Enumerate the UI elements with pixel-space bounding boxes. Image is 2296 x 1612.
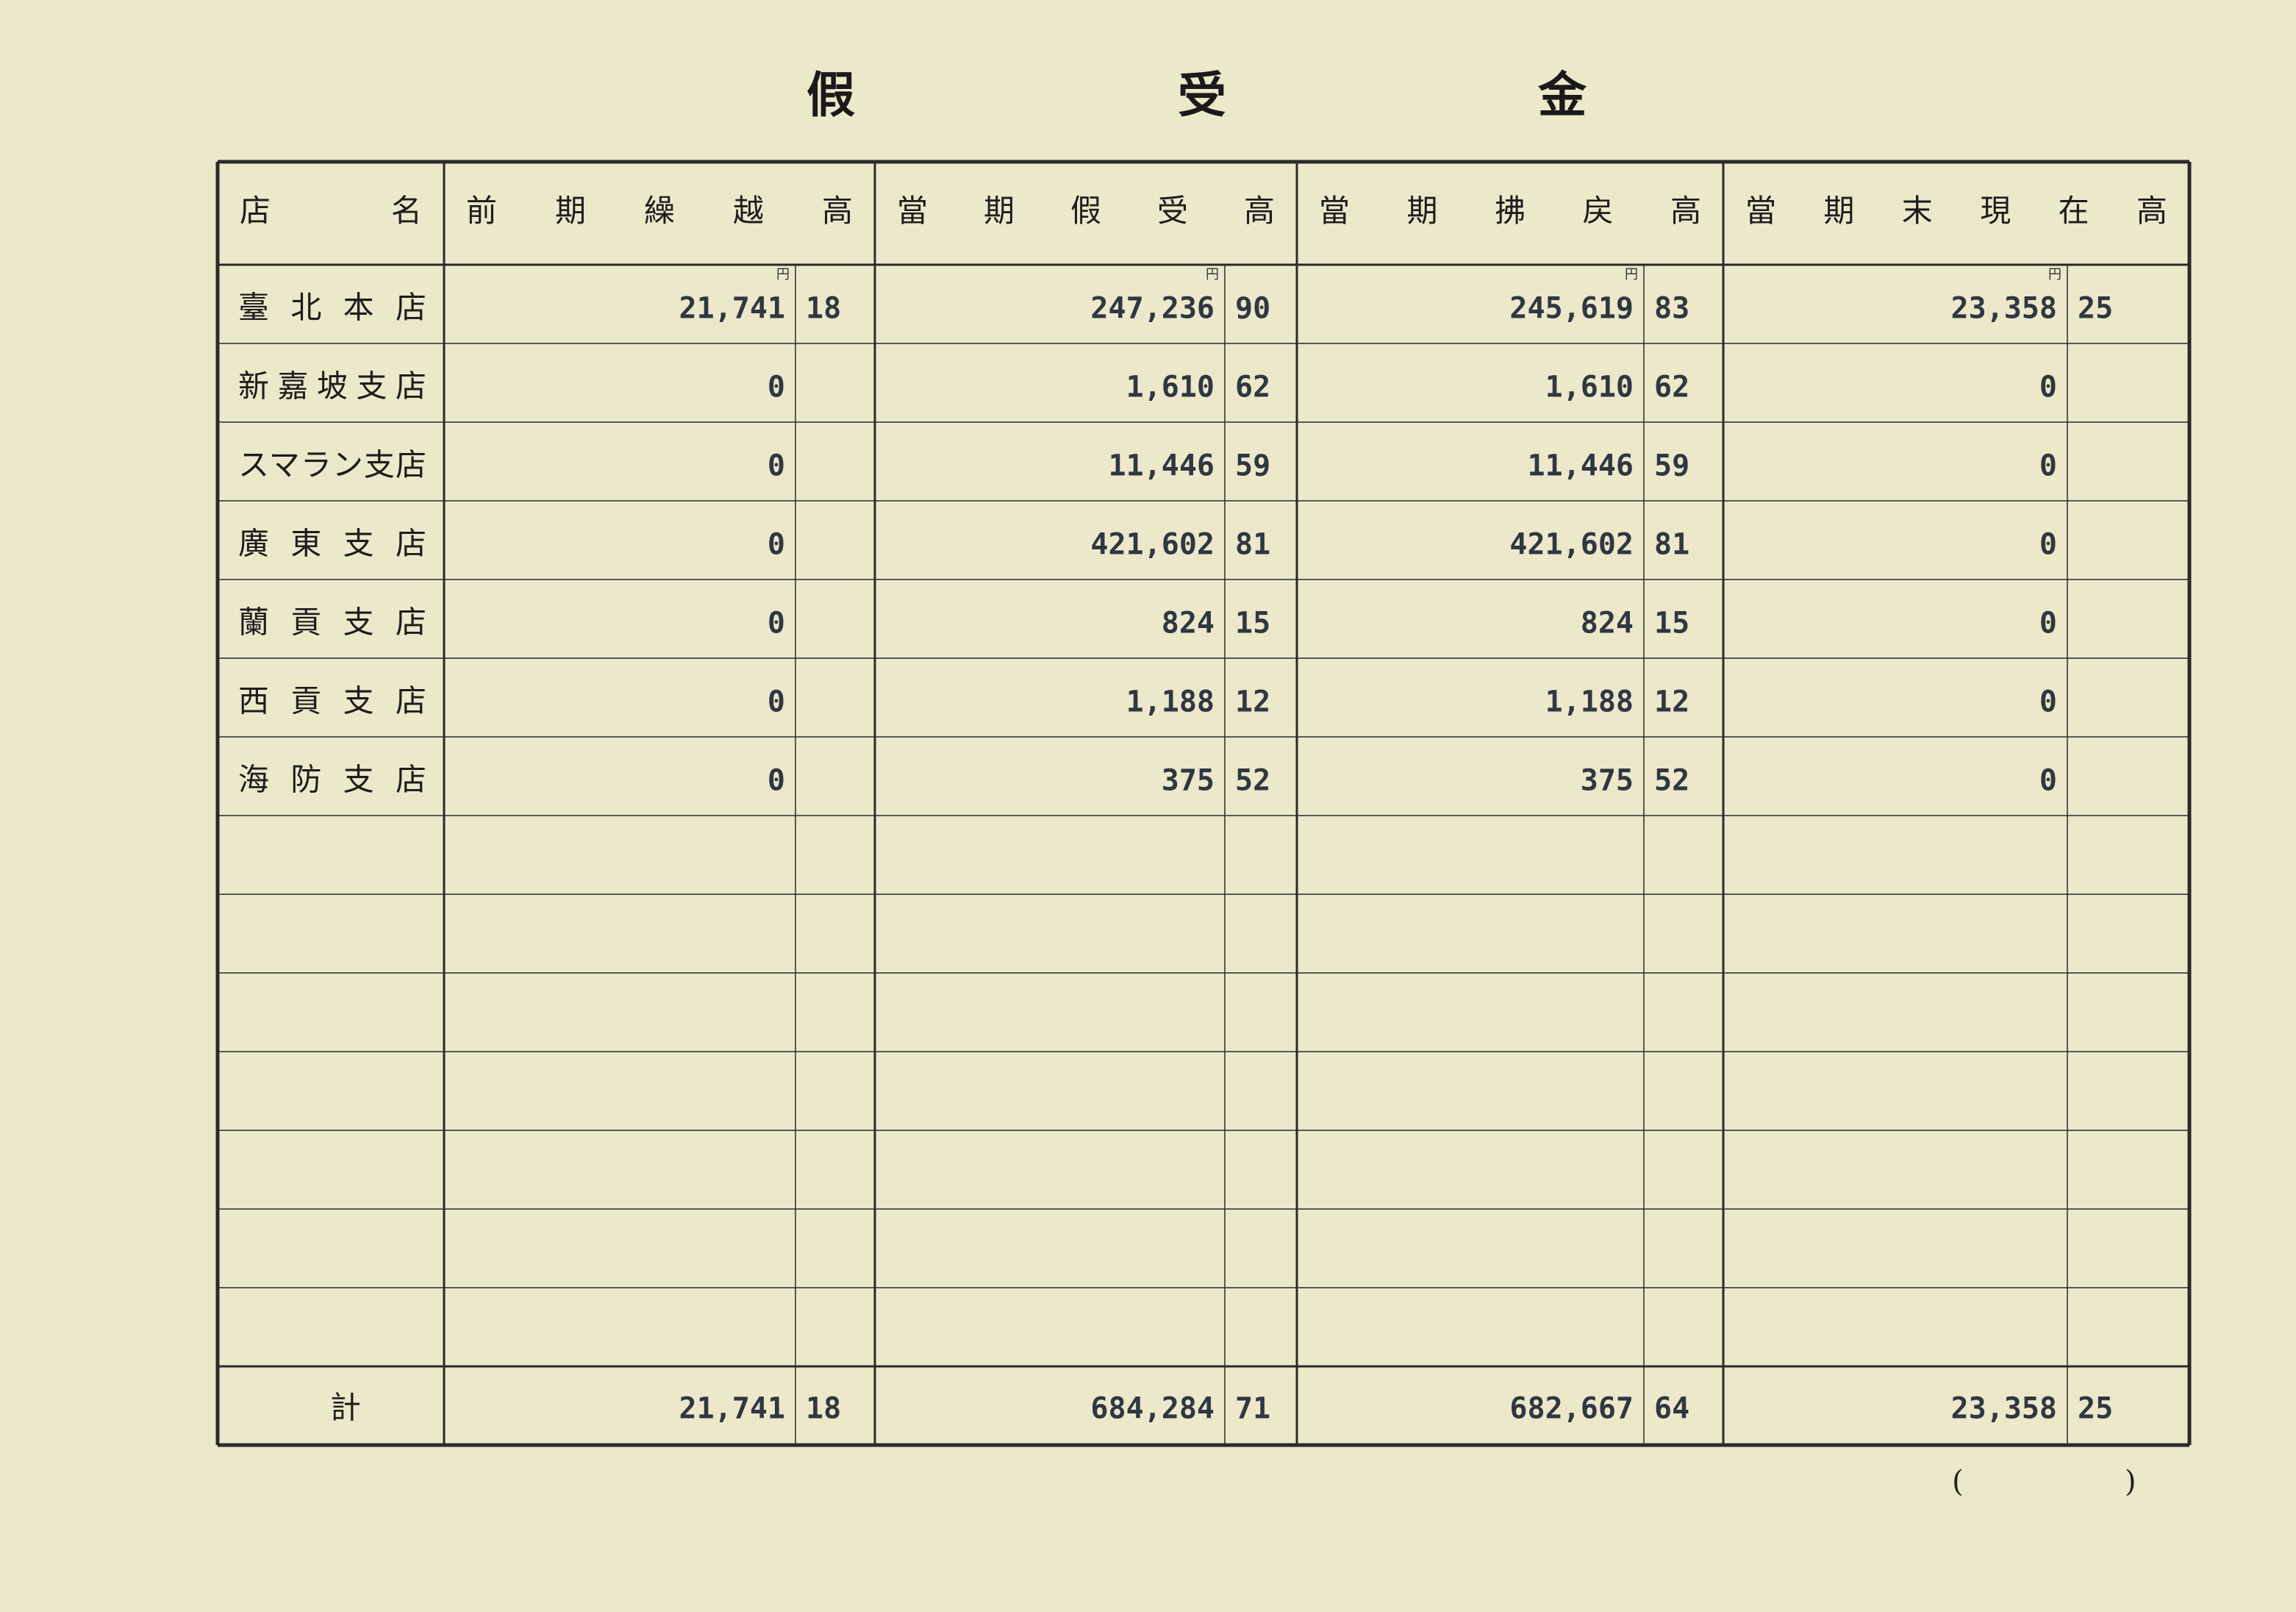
amount-yen: 1,610: [1545, 371, 1634, 404]
footer-paren: ): [2125, 1465, 2136, 1499]
amount-yen: 0: [768, 607, 785, 641]
column-header: 當期假受高: [897, 193, 1275, 229]
amount-yen: 824: [1581, 607, 1634, 641]
amount-yen: 1,610: [1126, 371, 1215, 404]
amount-yen: 0: [2039, 764, 2057, 798]
amount-sen: 12: [1654, 685, 1689, 719]
amount-yen: 0: [2039, 685, 2057, 719]
title-char: 金: [1537, 66, 1587, 124]
amount-yen: 0: [768, 528, 785, 562]
amount-sen: 59: [1654, 449, 1689, 483]
amount-yen: 21,741: [679, 1392, 786, 1426]
column-header: 當期拂戻高: [1319, 193, 1701, 229]
store-name: 廣東支店: [238, 526, 426, 562]
amount-yen: 0: [2039, 607, 2057, 641]
footer-paren: (: [1952, 1465, 1964, 1499]
amount-sen: 81: [1235, 528, 1270, 562]
amount-yen: 0: [768, 449, 785, 483]
store-name: 西貢支店: [238, 683, 426, 719]
amount-yen: 0: [2039, 371, 2057, 404]
amount-sen: 62: [1654, 371, 1689, 404]
amount-yen: 0: [2039, 528, 2057, 562]
amount-yen: 0: [768, 764, 785, 798]
unit-mark: 円: [1206, 267, 1219, 282]
amount-sen: 25: [2078, 292, 2113, 326]
amount-yen: 0: [2039, 449, 2057, 483]
amount-yen: 0: [768, 371, 785, 404]
amount-sen: 15: [1235, 607, 1270, 641]
amount-sen: 83: [1654, 292, 1689, 326]
store-name: 蘭貢支店: [238, 604, 426, 641]
column-header: 當期末現在高: [1745, 193, 2167, 229]
amount-yen: 11,446: [1109, 449, 1215, 483]
amount-yen: 23,358: [1951, 292, 2058, 326]
amount-sen: 18: [806, 1392, 841, 1426]
amount-yen: 21,741: [679, 292, 786, 326]
column-header: 前期繰越高: [466, 193, 853, 229]
amount-sen: 15: [1654, 607, 1689, 641]
amount-yen: 421,602: [1090, 528, 1215, 562]
total-label: 計: [330, 1390, 361, 1426]
store-name: 臺北本店: [238, 290, 426, 326]
title-char: 受: [1178, 66, 1226, 124]
amount-sen: 62: [1235, 371, 1270, 404]
amount-yen: 0: [768, 685, 785, 719]
unit-mark: 円: [2048, 267, 2061, 282]
amount-sen: 12: [1235, 685, 1270, 719]
amount-yen: 375: [1581, 764, 1634, 798]
amount-sen: 81: [1654, 528, 1689, 562]
unit-mark: 円: [1625, 267, 1638, 282]
store-name: 海防支店: [238, 762, 426, 798]
amount-sen: 52: [1654, 764, 1689, 798]
store-name: 新嘉坡支店: [238, 368, 426, 404]
amount-yen: 247,236: [1090, 292, 1215, 326]
title-char: 假: [807, 66, 855, 124]
amount-yen: 11,446: [1528, 449, 1634, 483]
amount-yen: 1,188: [1126, 685, 1215, 719]
column-header: 店名: [240, 193, 422, 229]
unit-mark: 円: [776, 267, 790, 282]
amount-sen: 71: [1235, 1392, 1270, 1426]
amount-sen: 90: [1235, 292, 1270, 326]
amount-sen: 52: [1235, 764, 1270, 798]
amount-yen: 245,619: [1509, 292, 1634, 326]
amount-yen: 375: [1162, 764, 1215, 798]
amount-yen: 684,284: [1090, 1392, 1215, 1426]
amount-yen: 824: [1162, 607, 1215, 641]
amount-yen: 682,667: [1509, 1392, 1634, 1426]
amount-yen: 23,358: [1951, 1392, 2058, 1426]
amount-sen: 25: [2078, 1392, 2113, 1426]
store-name: スマラン支店: [238, 447, 426, 483]
amount-sen: 59: [1235, 449, 1270, 483]
amount-sen: 18: [806, 292, 841, 326]
amount-yen: 421,602: [1509, 528, 1634, 562]
amount-sen: 64: [1654, 1392, 1689, 1426]
amount-yen: 1,188: [1545, 685, 1634, 719]
